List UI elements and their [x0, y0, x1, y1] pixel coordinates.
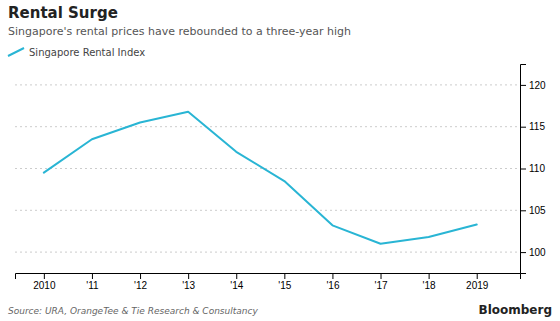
- x-tick-mark: [332, 273, 333, 279]
- y-tick-label: 100: [529, 247, 546, 258]
- x-tick-mark: [92, 273, 93, 279]
- x-tick: 2010: [33, 273, 56, 291]
- y-tick-label: 110: [529, 163, 545, 174]
- legend-swatch: [8, 48, 24, 56]
- x-tick-mark: [44, 273, 45, 279]
- x-tick-label: '11: [86, 280, 99, 291]
- grid-line: [15, 84, 520, 85]
- y-axis: 100 105 110 115 120: [520, 65, 546, 274]
- y-tick-label: 120: [529, 80, 546, 91]
- x-tick: '17: [375, 273, 388, 291]
- y-tick-mark: [520, 85, 526, 86]
- x-tick-label: '18: [423, 280, 436, 291]
- y-tick-label: 105: [529, 205, 546, 216]
- title: Rental Surge: [8, 4, 118, 22]
- x-tick: '11: [86, 273, 99, 291]
- x-tick-mark: [381, 273, 382, 279]
- x-tick-label: '14: [230, 280, 243, 291]
- x-tick: '13: [182, 273, 195, 291]
- x-tick: '15: [278, 273, 291, 291]
- annotation: Bloomberg: [479, 303, 553, 317]
- grid-line: [15, 168, 520, 169]
- marks: [44, 112, 477, 244]
- x-tick: 2019: [466, 273, 489, 291]
- y-tick: 120: [520, 80, 546, 91]
- chart: Rental Surge Singapore's rental prices ha…: [0, 0, 560, 321]
- x-tick-mark: [429, 273, 430, 279]
- y-axis-line: [521, 65, 527, 274]
- x-tick-label: '12: [134, 280, 147, 291]
- x-axis-line: [16, 274, 521, 280]
- grid-line: [15, 126, 520, 127]
- series-line: [44, 112, 477, 244]
- y-tick: 100: [520, 247, 546, 258]
- x-tick-label: '15: [278, 280, 291, 291]
- grid-line: [15, 210, 520, 211]
- x-tick: '14: [230, 273, 243, 291]
- x-tick-mark: [477, 273, 478, 279]
- x-tick-mark: [284, 273, 285, 279]
- y-tick: 115: [520, 121, 545, 132]
- subtitle: Singapore's rental prices have rebounded…: [8, 25, 351, 38]
- plot-area: 2010 '11 '12 '13 '14 '15 '16 '17 '18 2019 100 105 11…: [15, 65, 546, 292]
- x-tick: '18: [423, 273, 436, 291]
- source: Source: URA, OrangeTee & Tie Research & …: [8, 306, 258, 316]
- legend-item: Singapore Rental Index: [8, 47, 145, 58]
- x-tick-label: 2010: [33, 280, 56, 291]
- x-tick: '16: [326, 273, 339, 291]
- legend-label: Singapore Rental Index: [29, 47, 145, 58]
- x-tick-label: '17: [375, 280, 388, 291]
- y-tick-label: 115: [529, 121, 545, 132]
- y-tick-mark: [520, 210, 526, 211]
- x-tick-label: '13: [182, 280, 195, 291]
- y-tick-mark: [520, 127, 526, 128]
- grid: [15, 85, 520, 252]
- x-tick-mark: [140, 273, 141, 279]
- y-tick-mark: [520, 252, 526, 253]
- x-tick-mark: [188, 273, 189, 279]
- x-axis: 2010 '11 '12 '13 '14 '15 '16 '17 '18 2019: [16, 273, 521, 291]
- x-tick-label: '16: [326, 280, 339, 291]
- y-tick: 110: [520, 163, 545, 174]
- y-tick: 105: [520, 205, 546, 216]
- grid-line: [15, 252, 520, 253]
- x-tick: '12: [134, 273, 147, 291]
- x-tick-label: 2019: [466, 280, 489, 291]
- y-tick-mark: [520, 169, 526, 170]
- x-tick-mark: [236, 273, 237, 279]
